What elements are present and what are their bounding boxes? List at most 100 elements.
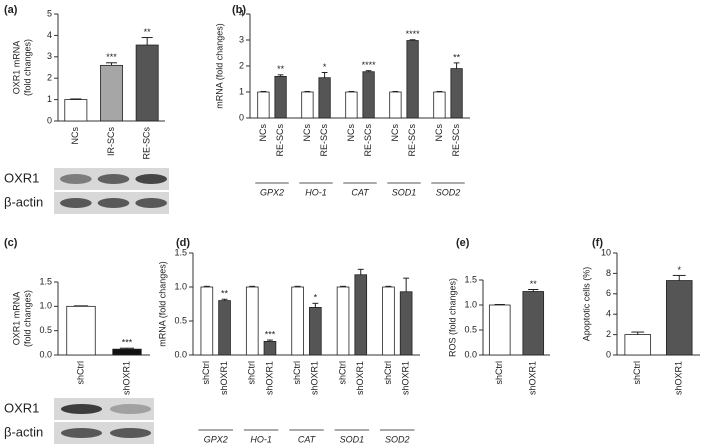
y-tick-label: 0 <box>239 112 244 122</box>
blot-label: β-actin <box>4 194 43 209</box>
bar <box>301 91 314 119</box>
y-tick-label: 0 <box>47 115 52 125</box>
series-label: shOXR1 <box>310 361 320 395</box>
series-label: shOXR1 <box>219 361 229 395</box>
bar <box>135 44 159 122</box>
error-bar <box>105 62 118 66</box>
series-label: NCs <box>302 124 312 142</box>
y-tick-label: 1.5 <box>174 247 187 257</box>
bar <box>433 91 446 119</box>
error-bar <box>365 70 372 72</box>
panel-label: (c) <box>4 237 18 249</box>
error-bar <box>249 285 256 287</box>
significance: **** <box>406 29 421 39</box>
blot-band <box>109 428 152 438</box>
blot-band <box>135 174 167 184</box>
series-label: shCtrl <box>383 361 393 385</box>
error-bar <box>672 274 686 281</box>
bar <box>64 99 88 122</box>
y-axis-label: (fold changes) <box>22 39 32 96</box>
x-tick-label: shCtrl <box>632 361 642 385</box>
significance: ** <box>453 52 461 62</box>
x-tick-label: shOXR1 <box>528 361 538 395</box>
y-tick-label: 1.0 <box>39 301 52 311</box>
bar <box>100 64 123 122</box>
series-label: NCs <box>390 124 400 142</box>
y-tick-label: 8 <box>606 268 611 278</box>
group-label: SOD1 <box>392 187 417 197</box>
y-tick-label: 1 <box>239 86 244 96</box>
error-bar <box>321 72 328 78</box>
y-tick-label: 3 <box>47 51 52 61</box>
error-bar <box>392 90 399 92</box>
blot-band <box>60 428 103 438</box>
group-label: SOD2 <box>436 187 461 197</box>
y-tick-label: 4 <box>47 30 52 40</box>
group-label: SOD1 <box>340 434 365 444</box>
series-label: shCtrl <box>337 361 347 385</box>
bar <box>399 291 413 356</box>
series-label: shCtrl <box>292 361 302 385</box>
error-bar <box>203 285 210 287</box>
series-label: NCs <box>434 124 444 142</box>
series-label: RE-SCs <box>319 124 329 157</box>
significance: ** <box>530 279 538 289</box>
y-tick-label: 1.0 <box>464 299 477 309</box>
significance: * <box>677 265 681 275</box>
y-tick-label: 2 <box>606 329 611 339</box>
error-bar <box>267 339 273 342</box>
series-label: NCs <box>346 124 356 142</box>
y-axis-label: (fold changes) <box>22 290 32 347</box>
error-bar <box>403 277 410 292</box>
blot-label: β-actin <box>4 424 43 439</box>
y-tick-label: 0.5 <box>174 315 187 325</box>
y-tick-label: 0.5 <box>39 325 52 335</box>
y-axis-label: OXR1 mRNA <box>11 292 21 346</box>
significance: * <box>314 293 318 303</box>
error-bar <box>277 74 284 77</box>
y-tick-label: 0.5 <box>464 324 477 334</box>
significance: *** <box>122 338 133 348</box>
y-axis-label: ROS (fold changes) <box>447 278 457 357</box>
x-tick-label: shCtrl <box>75 361 85 385</box>
y-tick-label: 4 <box>239 8 244 18</box>
x-tick-label: shOXR1 <box>674 361 684 395</box>
panel-label: (a) <box>4 4 18 16</box>
blot-band <box>97 174 130 184</box>
panel-label: (d) <box>176 237 190 249</box>
error-bar <box>409 39 416 41</box>
panel-label: (f) <box>592 237 603 249</box>
panel-label: (e) <box>456 237 470 249</box>
series-label: shOXR1 <box>264 361 274 395</box>
blot-label: OXR1 <box>4 400 39 415</box>
bar <box>274 76 287 119</box>
x-tick-label: RE-SCs <box>142 127 152 160</box>
y-axis-label: mRNA (fold changes) <box>157 261 167 347</box>
blot-band <box>60 198 92 208</box>
x-tick-label: IR-SCs <box>106 127 116 156</box>
y-axis-label: Apoptotic cells (%) <box>581 267 591 342</box>
y-tick-label: 0.0 <box>464 349 477 359</box>
bar <box>318 77 331 119</box>
series-label: RE-SCs <box>275 124 285 157</box>
series-label: NCs <box>258 124 268 142</box>
bar <box>245 286 259 356</box>
error-bar <box>340 285 346 287</box>
blot-label: OXR1 <box>4 170 39 185</box>
series-label: shOXR1 <box>355 361 365 395</box>
bar <box>362 71 375 119</box>
error-bar <box>141 37 153 46</box>
error-bar <box>453 62 460 69</box>
x-tick-label: shCtrl <box>494 361 504 385</box>
y-tick-label: 0.0 <box>174 349 187 359</box>
significance: ** <box>144 27 152 37</box>
error-bar <box>631 331 645 335</box>
error-bar <box>357 268 364 275</box>
group-label: CAT <box>298 434 317 444</box>
error-bar <box>221 298 228 301</box>
group-label: GPX2 <box>260 187 284 197</box>
error-bar <box>312 302 319 308</box>
bar <box>309 306 322 356</box>
group-label: CAT <box>351 187 370 197</box>
blot-strip <box>54 398 154 420</box>
